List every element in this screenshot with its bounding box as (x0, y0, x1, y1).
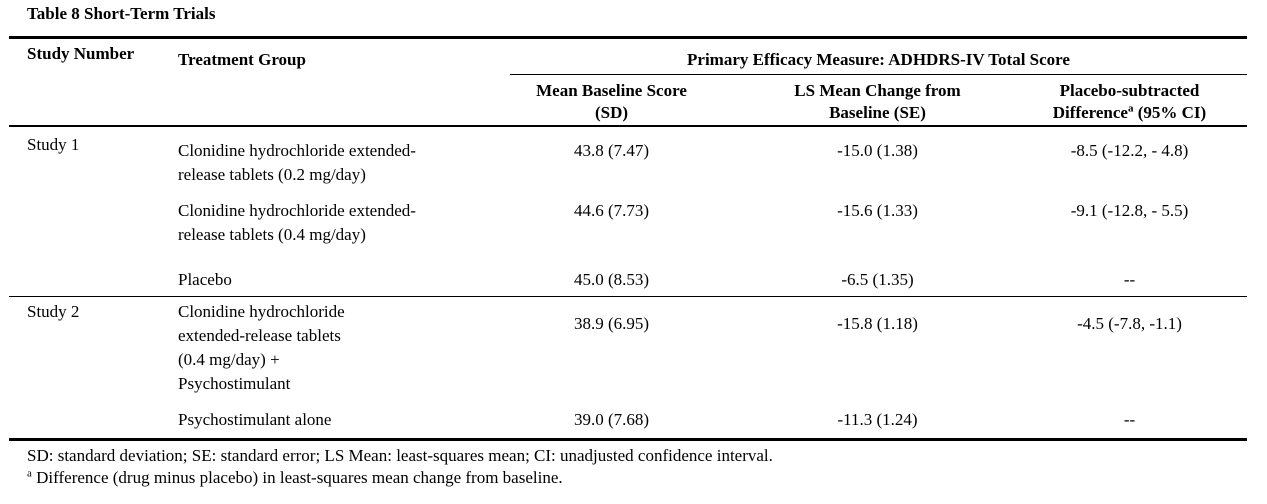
footnote-a-marker: a (27, 467, 32, 480)
row-1-treatment: Clonidine hydrochloride extended- releas… (178, 141, 416, 184)
study-divider-rule (9, 296, 1247, 297)
row-5-placebo-diff: -- (1123, 410, 1136, 429)
row-1-study: Study 1 (27, 135, 80, 154)
row-4-ls-change: -15.8 (1.18) (837, 314, 918, 333)
row-4-placebo-diff: -4.5 (-7.8, -1.1) (1077, 314, 1182, 333)
row-1-baseline: 43.8 (7.47) (573, 141, 650, 160)
row-4-treatment: Clonidine hydrochloride extended-release… (178, 302, 345, 393)
row-3-baseline: 45.0 (8.53) (573, 270, 650, 289)
footnote-abbreviations: SD: standard deviation; SE: standard err… (27, 446, 773, 465)
footnote-marker: a (1127, 102, 1134, 115)
row-3-ls-change: -6.5 (1.35) (841, 270, 914, 289)
header-placebo-diff-line1: Placebo-subtracted (1059, 81, 1200, 100)
header-treatment-group: Treatment Group (178, 50, 306, 69)
header-bottom-rule (9, 125, 1247, 127)
header-ls-change-line2: Baseline (SE) (829, 103, 926, 122)
header-mean-baseline-line1: Mean Baseline Score (536, 81, 687, 100)
row-2-placebo-diff: -9.1 (-12.8, - 5.5) (1070, 201, 1189, 220)
row-2-baseline: 44.6 (7.73) (573, 201, 650, 220)
row-5-ls-change: -11.3 (1.24) (837, 410, 918, 429)
row-3-treatment: Placebo (178, 270, 232, 289)
table-bottom-rule (9, 438, 1247, 441)
row-1-ls-change: -15.0 (1.38) (837, 141, 918, 160)
row-2-ls-change: -15.6 (1.33) (837, 201, 918, 220)
header-ls-change-line1: LS Mean Change from (794, 81, 961, 100)
header-placebo-diff-line2: Differencea (95% CI) (1052, 102, 1207, 122)
row-5-treatment: Psychostimulant alone (178, 410, 332, 429)
row-4-study: Study 2 (27, 302, 80, 321)
header-mean-baseline: Mean Baseline Score (SD) (510, 80, 713, 124)
row-2-treatment: Clonidine hydrochloride extended- releas… (178, 201, 416, 244)
table-top-rule (9, 36, 1247, 39)
header-study-number: Study Number (27, 44, 135, 63)
header-ls-mean-change: LS Mean Change from Baseline (SE) (760, 80, 995, 124)
row-4-baseline: 38.9 (6.95) (573, 314, 650, 333)
table-title: Table 8 Short-Term Trials (27, 4, 216, 23)
footnote-a: a Difference (drug minus placebo) in lea… (27, 467, 563, 487)
header-placebo-diff: Placebo-subtracted Differencea (95% CI) (1022, 80, 1237, 124)
row-5-baseline: 39.0 (7.68) (573, 410, 650, 429)
row-1-placebo-diff: -8.5 (-12.2, - 4.8) (1070, 141, 1189, 160)
row-3-placebo-diff: -- (1123, 270, 1136, 289)
header-primary-efficacy: Primary Efficacy Measure: ADHDRS-IV Tota… (687, 50, 1070, 69)
header-mean-baseline-line2: (SD) (594, 103, 629, 122)
header-sub-rule (510, 74, 1247, 75)
